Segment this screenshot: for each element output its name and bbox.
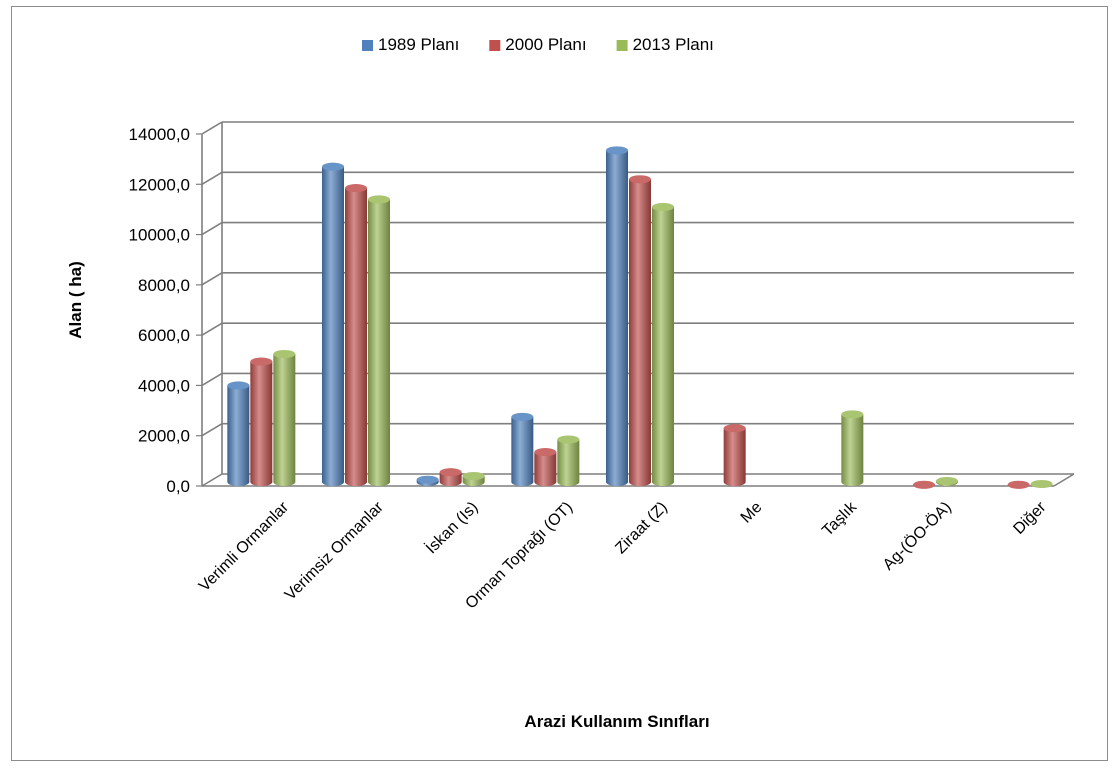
bar-body — [652, 206, 674, 486]
bars — [227, 146, 1053, 489]
x-tick-label: Verimli Ormanlar — [196, 498, 293, 595]
y-tick-label: 8000,0 — [138, 276, 190, 295]
bar — [557, 435, 580, 486]
bar-body — [250, 361, 273, 486]
x-axis-title: Arazi Kullanım Sınıfları — [524, 712, 709, 731]
x-tick-label: Taşlık — [819, 498, 861, 540]
gridline-side — [201, 272, 223, 286]
bar-top — [227, 381, 250, 390]
legend-label: 2000 Planı — [505, 35, 586, 54]
bar-body — [368, 199, 390, 486]
bar — [629, 175, 651, 486]
bar-top — [557, 435, 580, 444]
bar-body — [723, 428, 746, 486]
y-tick-label: 14000,0 — [129, 125, 190, 144]
bar — [652, 202, 674, 486]
bar — [936, 476, 958, 486]
bar-top — [534, 448, 557, 457]
gridline-side — [201, 171, 223, 185]
y-tick-label: 12000,0 — [129, 175, 190, 194]
x-tick-label: Diğer — [1010, 498, 1050, 538]
bar-top — [723, 424, 746, 433]
bar-body — [273, 354, 296, 486]
bar — [439, 468, 462, 486]
y-tick-label: 10000,0 — [129, 226, 190, 245]
bar-top — [652, 202, 674, 211]
bar — [534, 448, 557, 486]
y-tick-labels: 0,0 2000,0 4000,0 6000,0 8000,0 10000,0 12000,… — [129, 125, 190, 496]
bar — [606, 146, 628, 487]
bar — [841, 410, 864, 486]
y-tick-label: 4000,0 — [138, 376, 190, 395]
bar-top — [273, 350, 296, 358]
bar — [345, 184, 367, 486]
y-tick-label: 2000,0 — [138, 427, 190, 446]
bar-body — [322, 166, 344, 486]
bar-top — [462, 471, 485, 480]
bar-top — [511, 412, 534, 421]
legend-swatch — [616, 40, 628, 51]
gridline-side — [201, 372, 223, 387]
bar — [250, 357, 273, 486]
bar — [511, 412, 534, 486]
y-tick-label: 0,0 — [166, 477, 190, 496]
bar-top — [439, 468, 462, 477]
bar-body — [345, 188, 367, 486]
x-tick-label: Ag-(ÖO-ÖA) — [879, 498, 955, 574]
bar-body — [534, 452, 557, 486]
bar — [462, 471, 485, 486]
gridline-side — [201, 322, 223, 336]
bar — [273, 350, 296, 486]
bar-top — [913, 480, 935, 489]
x-tick-label: İskan (Is) — [422, 497, 482, 557]
x-tick-label: Me — [738, 499, 766, 527]
bar — [227, 381, 250, 486]
bar-top — [368, 195, 390, 204]
gridline-side — [201, 473, 223, 487]
legend-label: 2013 Planı — [633, 35, 714, 54]
bar — [913, 480, 935, 489]
bar-top — [629, 175, 651, 184]
legend: 1989 Planı 2000 Planı 2013 Planı — [362, 35, 714, 54]
legend-label: 1989 Planı — [378, 35, 459, 54]
legend-swatch — [489, 40, 501, 51]
gridline-side — [201, 221, 223, 236]
x-tick-label: Orman Toprağı (OT) — [462, 499, 576, 613]
bar — [1030, 479, 1053, 488]
gridline-side — [201, 121, 223, 135]
bar-top — [416, 475, 439, 484]
y-tick-label: 6000,0 — [138, 326, 190, 345]
bar-body — [606, 150, 628, 487]
bar-top — [250, 357, 273, 366]
floor-edge — [1053, 473, 1075, 487]
gridline-side — [201, 423, 223, 437]
bar-top — [345, 184, 367, 193]
bar-top — [841, 410, 864, 419]
axes — [196, 122, 1075, 487]
bar-top — [1007, 480, 1030, 489]
bar-top — [1030, 479, 1053, 488]
bar-body — [511, 416, 534, 486]
bar — [368, 195, 390, 486]
chart-frame — [11, 6, 1108, 761]
bar — [723, 424, 746, 486]
bar-top — [606, 146, 628, 155]
bar-top — [936, 476, 958, 485]
bar — [416, 475, 439, 486]
bar-body — [841, 414, 864, 486]
x-tick-label: Verimsiz Ormanlar — [282, 498, 388, 604]
bar-body — [629, 179, 651, 486]
y-axis-title: Alan ( ha) — [66, 261, 85, 338]
bar — [1007, 480, 1030, 489]
bar-body — [227, 385, 250, 486]
bar — [322, 162, 344, 486]
bar-top — [322, 162, 344, 171]
bar-body — [557, 439, 580, 486]
x-tick-label: Ziraat (Z) — [612, 499, 671, 558]
legend-swatch — [362, 40, 373, 51]
